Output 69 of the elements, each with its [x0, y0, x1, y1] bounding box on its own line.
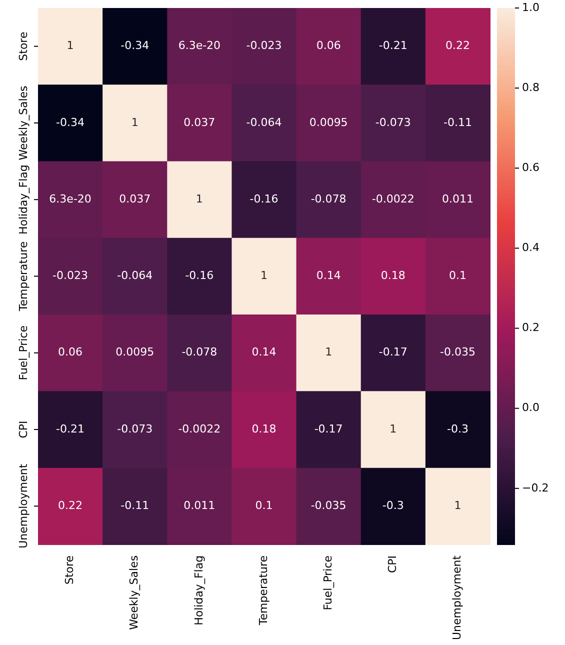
data-label: 1 — [454, 498, 462, 512]
y-tick-label: Store — [16, 32, 30, 61]
data-label: -0.34 — [56, 116, 85, 129]
data-label: -0.17 — [314, 422, 343, 436]
data-label: -0.078 — [182, 346, 218, 359]
data-label: 0.011 — [442, 192, 474, 206]
data-label: -0.16 — [250, 192, 278, 206]
x-tick-label: Weekly_Sales — [128, 555, 141, 630]
data-label: 0.1 — [448, 269, 466, 282]
data-label: 1 — [260, 269, 268, 282]
data-label: -0.34 — [120, 39, 150, 52]
data-label: 1 — [131, 116, 138, 129]
x-tick-label: CPI — [386, 555, 399, 574]
data-label: 1 — [66, 39, 74, 52]
color-bar-label: 1.0 — [522, 0, 540, 14]
data-label: -0.3 — [382, 498, 404, 512]
data-label: 0.037 — [119, 192, 151, 206]
data-label: -0.064 — [117, 269, 153, 282]
data-label: 0.22 — [58, 498, 83, 512]
data-label: 0.22 — [445, 39, 470, 52]
data-label: 1 — [325, 346, 332, 359]
data-label: 0.1 — [255, 498, 273, 512]
data-label: -0.0022 — [372, 192, 414, 206]
x-tick-label: Unemployment — [450, 554, 464, 640]
data-label: -0.023 — [52, 269, 88, 282]
data-label: -0.21 — [378, 39, 408, 52]
data-label: -0.17 — [378, 346, 408, 359]
data-label: 0.0095 — [309, 116, 348, 129]
data-label: -0.11 — [443, 116, 472, 129]
data-label: 0.14 — [316, 269, 341, 282]
data-label: 0.037 — [184, 116, 216, 129]
data-label: -0.064 — [246, 116, 282, 129]
x-tick-label: Store — [63, 555, 76, 585]
data-label: 6.3e-20 — [178, 39, 221, 52]
x-tick-label: Temperature — [256, 555, 270, 626]
y-tick-label: Holiday_Flag — [16, 164, 30, 235]
data-label: 0.011 — [184, 498, 216, 512]
data-label: 1 — [196, 192, 203, 206]
data-label: 0.0095 — [116, 346, 154, 359]
color-bar-label: 0.8 — [522, 80, 540, 94]
data-label: 0.18 — [380, 269, 406, 282]
y-tick-label: CPI — [16, 420, 30, 438]
data-label: 6.3e-20 — [49, 192, 92, 206]
data-label: -0.035 — [310, 498, 346, 512]
color-bar-label: −0.2 — [522, 481, 549, 494]
data-label: -0.11 — [120, 498, 150, 512]
color-bar-label: 0.0 — [522, 401, 540, 414]
data-label: 0.14 — [252, 346, 276, 359]
data-label: -0.023 — [246, 39, 282, 52]
data-label: 1 — [390, 422, 397, 436]
color-bar-label: 0.4 — [522, 241, 540, 254]
data-label: -0.035 — [440, 346, 476, 359]
data-label: 0.18 — [252, 422, 276, 436]
x-tick-label: Fuel_Price — [321, 555, 334, 610]
x-tick-label: Holiday_Flag — [192, 555, 206, 626]
data-label: -0.078 — [310, 192, 346, 206]
data-label: 0.06 — [58, 346, 83, 359]
color-bar-label: 0.6 — [522, 160, 540, 174]
data-label: -0.16 — [185, 269, 214, 282]
data-label: -0.073 — [375, 116, 411, 129]
y-tick-label: Fuel_Price — [16, 325, 30, 380]
data-label: -0.0022 — [178, 422, 221, 436]
y-tick-label: Temperature — [16, 241, 30, 312]
data-label: 0.06 — [316, 39, 341, 52]
color-bar-label: 0.2 — [522, 321, 540, 334]
y-tick-label: Weekly_Sales — [16, 85, 30, 160]
data-label: -0.3 — [446, 422, 468, 436]
data-label: -0.21 — [56, 422, 85, 436]
data-label: -0.073 — [117, 422, 153, 436]
